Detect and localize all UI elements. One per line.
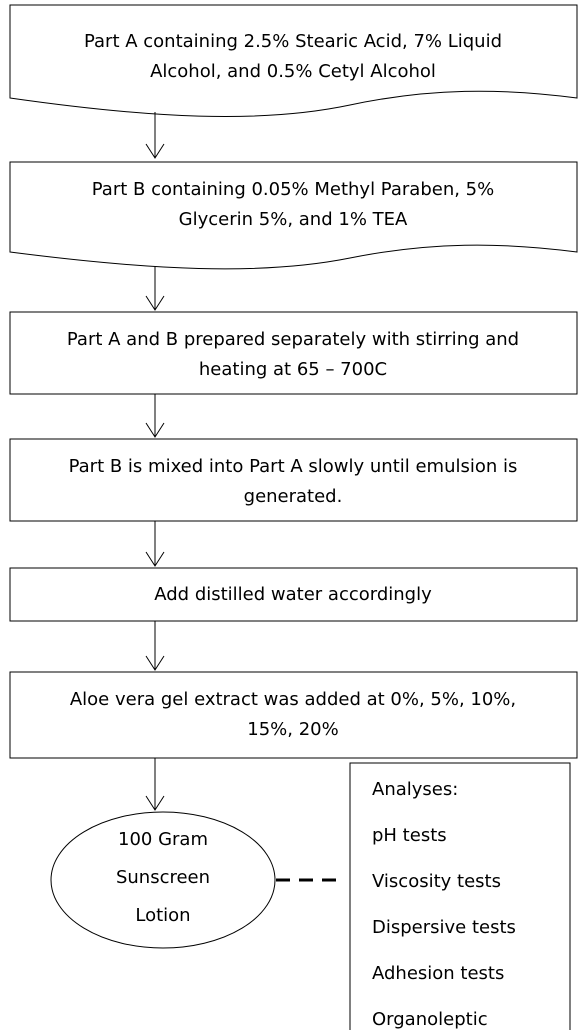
process-box bbox=[9, 438, 578, 522]
step-text: 15%, 20% bbox=[247, 719, 338, 740]
step-text: Aloe vera gel extract was added at 0%, 5… bbox=[70, 689, 516, 710]
process-box bbox=[9, 311, 578, 395]
step-text: Glycerin 5%, and 1% TEA bbox=[179, 209, 408, 230]
analyses-item: Dispersive tests bbox=[372, 917, 516, 938]
step-text: Alcohol, and 0.5% Cetyl Alcohol bbox=[150, 61, 436, 82]
analyses-box bbox=[349, 762, 571, 1030]
process-box bbox=[9, 671, 578, 759]
arrow-head bbox=[145, 655, 165, 671]
document-box bbox=[9, 161, 578, 270]
step-text: Part A and B prepared separately with st… bbox=[67, 329, 519, 350]
step-text: Add distilled water accordingly bbox=[154, 584, 432, 605]
arrow-head bbox=[145, 143, 165, 159]
step-text: Part A containing 2.5% Stearic Acid, 7% … bbox=[84, 31, 502, 52]
analyses-title: Analyses: bbox=[372, 779, 458, 800]
analyses-item: Organoleptic bbox=[372, 1009, 488, 1030]
arrow-head bbox=[145, 422, 165, 438]
step-text: generated. bbox=[244, 486, 343, 507]
labels: Part A containing 2.5% Stearic Acid, 7% … bbox=[67, 31, 519, 1030]
arrow-head bbox=[145, 295, 165, 311]
result-text: Sunscreen bbox=[116, 867, 210, 888]
step-text: heating at 65 – 700C bbox=[199, 359, 387, 380]
step-text: Part B containing 0.05% Methyl Paraben, … bbox=[92, 179, 494, 200]
step-text: Part B is mixed into Part A slowly until… bbox=[69, 456, 518, 477]
analyses-item: pH tests bbox=[372, 825, 447, 846]
result-text: 100 Gram bbox=[118, 829, 208, 850]
process-box bbox=[9, 567, 578, 622]
result-ellipse bbox=[50, 811, 276, 949]
analyses-item: Viscosity tests bbox=[372, 871, 501, 892]
analyses-item: Adhesion tests bbox=[372, 963, 504, 984]
document-box bbox=[9, 4, 578, 118]
result-text: Lotion bbox=[135, 905, 190, 926]
arrow-head bbox=[145, 795, 165, 811]
arrow-head bbox=[145, 551, 165, 567]
arrows bbox=[145, 112, 165, 811]
